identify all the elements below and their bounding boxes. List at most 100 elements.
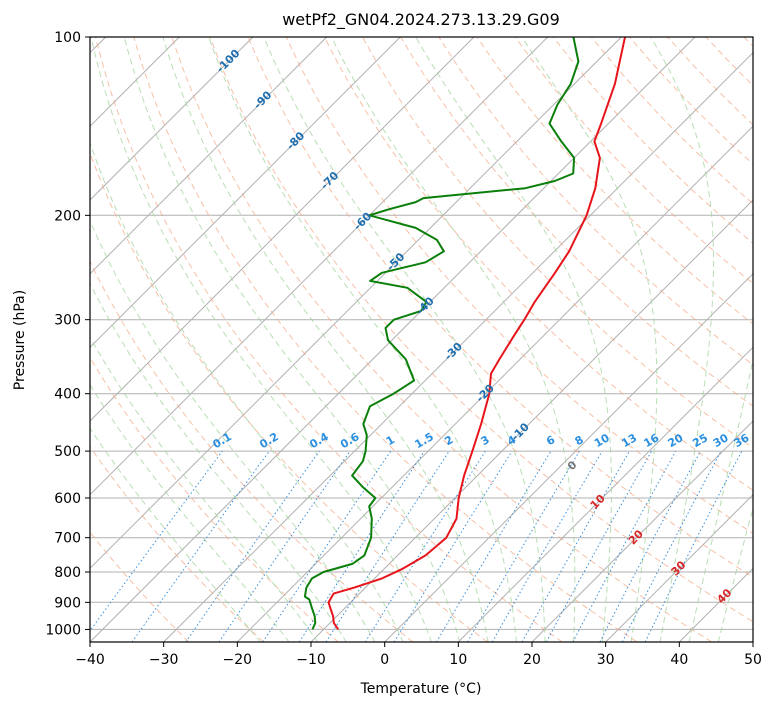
dry-adiabat-line [285,37,753,534]
dry-adiabat-line [323,37,753,491]
chart-title: wetPf2_GN04.2024.273.13.29.G09 [282,10,560,30]
y-tick-label: 500 [54,444,81,460]
x-tick-label: 50 [744,652,762,668]
y-axis-ticks: 100 200 300 400 500 600 700 800 900 1000 [45,30,90,638]
y-tick-label: 800 [54,565,81,581]
x-tick-label: 40 [670,652,688,668]
moist-adiabat-line [263,37,546,642]
sounding-profiles [303,37,626,630]
isotherm-line [236,125,753,642]
mixing-ratio-line [90,450,223,632]
moist-adiabat-line [521,37,658,642]
isotherm-line [90,37,254,201]
isotherm-grid [90,37,753,642]
moist-adiabat-line [650,37,715,642]
mixing-ratio-label: 8 [573,433,586,448]
moist-adiabat-line [415,37,612,642]
moist-adiabat-line [90,282,347,642]
mixing-ratio-line [218,450,351,642]
dewpoint-profile-line [303,37,580,630]
dry-adiabat-line [90,151,488,642]
dry-adiabat-line [90,356,339,642]
moist-adiabat-line [90,141,404,642]
isotherm-line [310,199,753,642]
x-tick-label: −20 [223,652,253,668]
moist-adiabat-line [90,37,432,642]
temperature-profile-line [327,37,626,630]
moist-adiabat-line [688,357,753,642]
isotherm-line [90,37,401,349]
isotherm-line [457,346,753,642]
mixing-ratio-line [545,450,653,642]
y-tick-label: 900 [54,595,81,611]
x-tick-label: 0 [380,652,389,668]
dry-adiabat-line [171,37,712,642]
mixing-ratio-label: 10 [592,431,612,450]
moist-adiabat-line [90,384,290,642]
y-axis-label: Pressure (hPa) [12,290,28,390]
moist-adiabat-line [123,37,461,642]
dry-adiabat-line [90,260,414,642]
mixing-ratio-label: 3 [479,433,492,448]
isotherm-line [384,272,753,642]
mixing-ratio-lines [90,450,743,642]
mixing-ratio-label: 0.1 [210,430,233,451]
dry-adiabat-line [247,37,753,578]
mixing-ratio-line [435,450,552,642]
isotherm-line [90,37,696,642]
mixing-ratio-line [131,450,270,642]
mixing-ratio-line [364,450,486,642]
y-tick-label: 1000 [45,622,81,638]
x-tick-label: 10 [449,652,467,668]
mixing-ratio-label: 20 [666,431,686,450]
x-tick-label: −40 [75,652,105,668]
mixing-ratio-line [298,450,425,642]
mixing-ratio-label: 2 [442,433,455,448]
moist-adiabat-line [162,37,489,642]
moist-adiabat-line [208,37,517,642]
isotherm-line [163,51,753,642]
moist-adiabat-line [90,219,376,642]
dry-adiabat-line [514,37,753,285]
isotherm-line [90,37,549,496]
dry-adiabat-line [476,37,753,325]
mixing-ratio-line [599,450,701,642]
y-tick-label: 100 [54,30,81,46]
mixing-ratio-line [521,450,630,642]
mixing-ratio-line [325,450,450,642]
mixing-ratio-label: 13 [619,431,639,450]
x-tick-label: −30 [149,652,179,668]
isotherm-line [90,37,622,570]
dry-adiabat-line [95,37,563,642]
isotherm-line [90,37,475,422]
dry-adiabat-line [90,531,190,642]
isotherm-line [531,420,753,642]
dry-adiabat-line [705,37,753,87]
x-tick-label: 20 [523,652,541,668]
isotherm-line [90,37,328,275]
mixing-ratio-label: 1.5 [412,430,435,451]
dry-adiabat-lines [90,37,753,642]
mixing-ratio-label: 1 [384,433,397,448]
dry-adiabat-line [590,37,753,205]
mixing-ratio-line [572,450,677,642]
isotherm-line [752,641,753,642]
mixing-ratio-label: 6 [544,433,557,448]
mixing-ratio-line [262,450,392,642]
dry-adiabat-line [438,37,753,366]
dry-adiabat-line [743,37,753,47]
y-tick-label: 400 [54,387,81,403]
x-tick-label: 30 [597,652,615,668]
moist-adiabat-line [90,336,319,642]
dry-adiabat-line [667,37,753,126]
y-tick-label: 200 [54,208,81,224]
x-axis-label: Temperature (°C) [360,681,482,697]
y-tick-label: 300 [54,313,81,329]
y-tick-label: 600 [54,491,81,507]
dry-adiabat-line [90,445,264,642]
mixing-ratio-line [393,450,513,642]
mixing-ratio-label: 16 [641,431,661,450]
dry-adiabat-line [133,37,638,642]
moist-adiabat-line [717,506,753,642]
